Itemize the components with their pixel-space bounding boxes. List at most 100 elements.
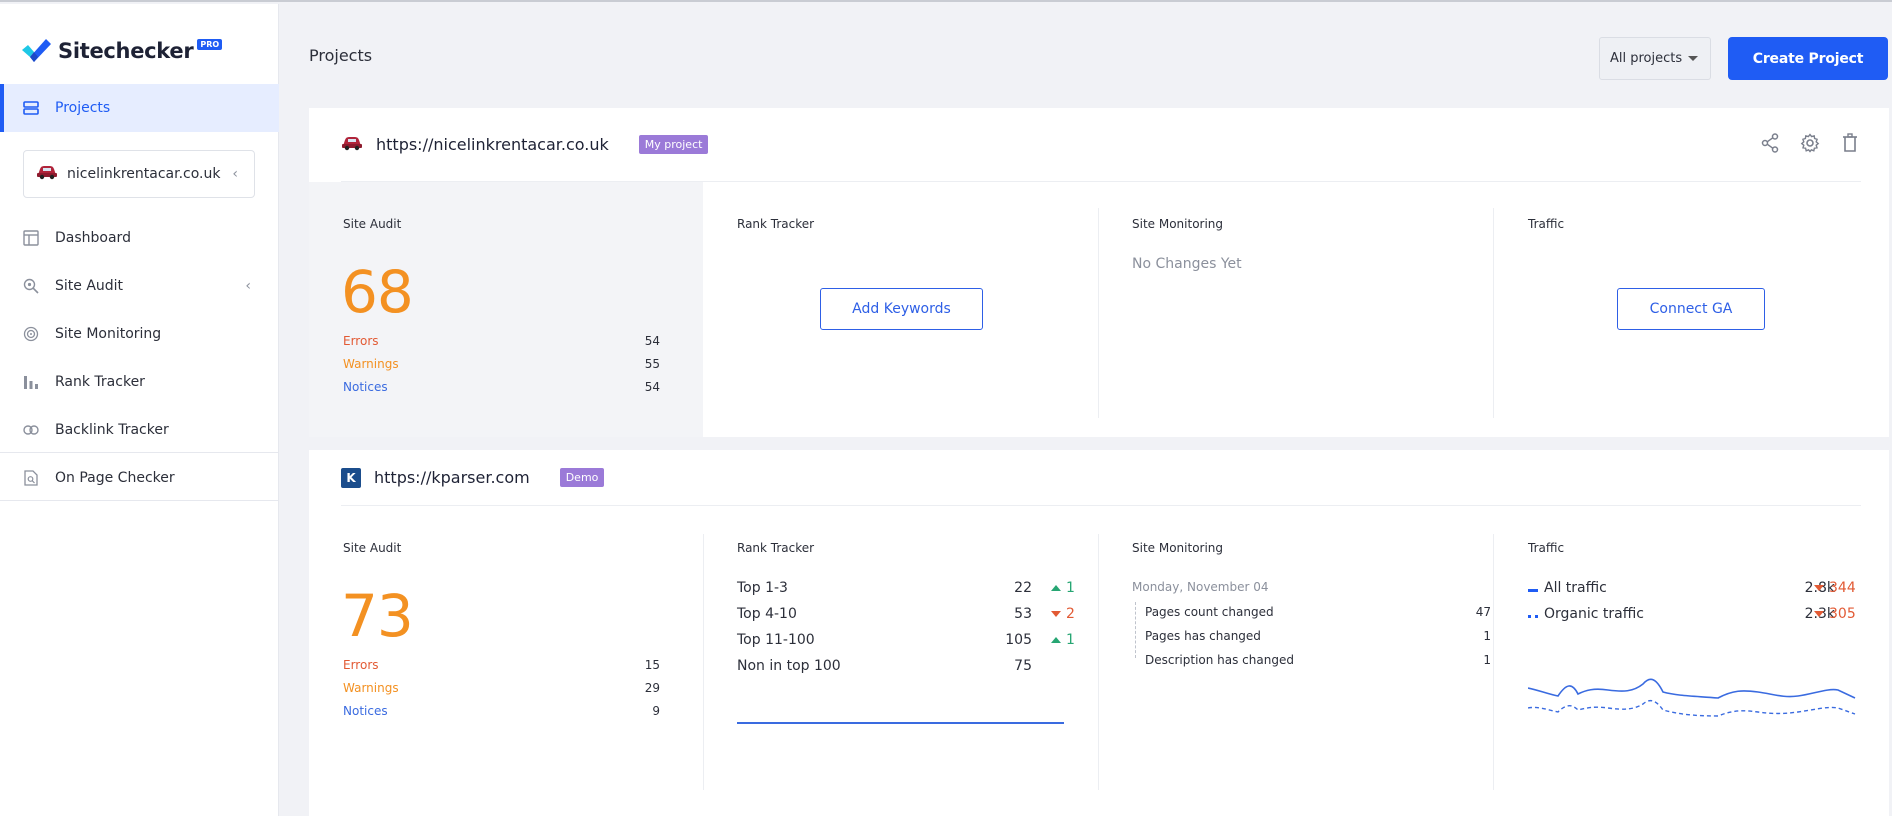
monitoring-icon: [22, 325, 40, 343]
monitoring-timeline: [1135, 602, 1136, 658]
project-selector[interactable]: nicelinkrentacar.co.uk ‹: [23, 150, 255, 198]
traffic-row-label: All traffic: [1544, 580, 1607, 596]
warnings-value: 55: [644, 357, 660, 371]
notices-value: 54: [644, 380, 660, 394]
sidebar-item-label: Projects: [55, 100, 111, 116]
rank-trend-line: [737, 722, 1064, 724]
sidebar-item-dashboard[interactable]: Dashboard: [0, 214, 279, 262]
chevron-left-icon: ‹: [245, 278, 251, 294]
arrow-down-icon: [1814, 611, 1824, 617]
sidebar-item-backlink-tracker[interactable]: Backlink Tracker: [0, 406, 279, 454]
monitoring-change-label: Pages has changed: [1145, 629, 1261, 643]
rank-tracker-title: Rank Tracker: [737, 217, 815, 231]
rank-row-label: Top 1-3: [737, 580, 788, 596]
project-selector-label: nicelinkrentacar.co.uk: [67, 166, 221, 182]
project-url-link[interactable]: https://kparser.com: [374, 468, 530, 487]
project-card-header: https://nicelinkrentacar.co.uk My projec…: [341, 108, 1861, 182]
projects-icon: [22, 99, 40, 117]
site-monitoring-title: Site Monitoring: [1132, 541, 1224, 555]
arrow-up-icon: [1051, 585, 1061, 591]
sidebar: Sitechecker PRO Projects nicelinkrentaca…: [0, 4, 279, 816]
site-audit-title: Site Audit: [343, 217, 402, 231]
rank-row-delta-value: 1: [1066, 632, 1075, 648]
column-divider: [1493, 208, 1494, 418]
project-url-link[interactable]: https://nicelinkrentacar.co.uk: [376, 135, 609, 154]
bar-chart-icon: [22, 373, 40, 391]
gear-icon[interactable]: [1799, 132, 1821, 154]
notices-label: Notices: [343, 380, 388, 394]
errors-value: 54: [644, 334, 660, 348]
all-traffic-legend-icon: [1528, 589, 1538, 592]
monitoring-change-value: 1: [1483, 629, 1491, 643]
rank-tracker-title: Rank Tracker: [737, 541, 815, 555]
page-search-icon: [22, 469, 40, 487]
project-card-header: K https://kparser.com Demo: [341, 450, 1861, 506]
pro-badge: PRO: [197, 38, 223, 50]
notices-value: 9: [652, 704, 660, 718]
site-audit-title: Site Audit: [343, 541, 402, 555]
monitoring-change-label: Pages count changed: [1145, 605, 1274, 619]
rank-row-value: 105: [1005, 632, 1032, 648]
app-logo[interactable]: Sitechecker PRO: [20, 34, 223, 68]
sidebar-item-label: Dashboard: [55, 230, 131, 246]
rank-row-label: Non in top 100: [737, 658, 841, 674]
warnings-value: 29: [644, 681, 660, 695]
add-keywords-button[interactable]: Add Keywords: [820, 288, 983, 330]
page-title: Projects: [309, 46, 373, 65]
sidebar-item-label: Site Audit: [55, 278, 124, 294]
sidebar-item-on-page-checker[interactable]: On Page Checker: [0, 454, 279, 502]
errors-label: Errors: [343, 658, 379, 672]
arrow-up-icon: [1051, 637, 1061, 643]
traffic-row-delta: 344: [1814, 580, 1856, 596]
project-tag-badge: My project: [638, 135, 709, 154]
no-changes-text: No Changes Yet: [1132, 256, 1242, 272]
traffic-row-delta-value: 344: [1829, 580, 1856, 596]
share-icon[interactable]: [1759, 132, 1781, 154]
sidebar-item-site-monitoring[interactable]: Site Monitoring: [0, 310, 279, 358]
traffic-row-delta-value: 305: [1829, 606, 1856, 622]
errors-value: 15: [644, 658, 660, 672]
organic-traffic-line: [1528, 699, 1856, 717]
rank-row-delta: 1: [1051, 580, 1075, 596]
sidebar-divider: [0, 452, 279, 453]
errors-label: Errors: [343, 334, 379, 348]
caret-down-icon: [1688, 56, 1698, 61]
connect-ga-button[interactable]: Connect GA: [1617, 288, 1765, 330]
warnings-label: Warnings: [343, 357, 399, 371]
dashboard-icon: [22, 229, 40, 247]
monitoring-change-value: 47: [1475, 605, 1491, 619]
rank-row-label: Top 4-10: [737, 606, 797, 622]
logo-text: Sitechecker: [58, 39, 194, 63]
monitoring-change-value: 1: [1483, 653, 1491, 667]
rank-row-value: 75: [1014, 658, 1032, 674]
chevron-left-icon: ‹: [232, 166, 238, 182]
warnings-label: Warnings: [343, 681, 399, 695]
rank-row-label: Top 11-100: [737, 632, 815, 648]
project-actions: [1759, 132, 1861, 154]
create-project-button[interactable]: Create Project: [1728, 37, 1888, 80]
column-divider: [703, 534, 704, 790]
sidebar-item-site-audit[interactable]: Site Audit ‹: [0, 262, 279, 310]
sidebar-item-label: Backlink Tracker: [55, 422, 169, 438]
rank-row-delta: 1: [1051, 632, 1075, 648]
sidebar-item-projects[interactable]: Projects: [0, 84, 279, 132]
rank-row-value: 22: [1014, 580, 1032, 596]
project-favicon-car-icon: [36, 164, 58, 184]
rank-row-delta-value: 2: [1066, 606, 1075, 622]
sidebar-item-rank-tracker[interactable]: Rank Tracker: [0, 358, 279, 406]
rank-row-delta: 2: [1051, 606, 1075, 622]
project-favicon-k-icon: K: [341, 467, 361, 488]
project-favicon-car-icon: [341, 135, 363, 155]
site-audit-panel[interactable]: [309, 182, 703, 437]
trash-icon[interactable]: [1839, 132, 1861, 154]
sidebar-divider: [0, 500, 279, 501]
sitechecker-logo-icon: [20, 36, 52, 66]
sidebar-item-label: On Page Checker: [55, 470, 175, 486]
notices-label: Notices: [343, 704, 388, 718]
sidebar-item-label: Site Monitoring: [55, 326, 162, 342]
traffic-sparkline: [1528, 678, 1856, 717]
site-audit-score: 68: [341, 258, 414, 326]
project-filter-dropdown[interactable]: All projects: [1599, 37, 1711, 80]
organic-traffic-legend-icon: [1528, 615, 1538, 618]
project-card: https://nicelinkrentacar.co.uk My projec…: [309, 108, 1889, 437]
